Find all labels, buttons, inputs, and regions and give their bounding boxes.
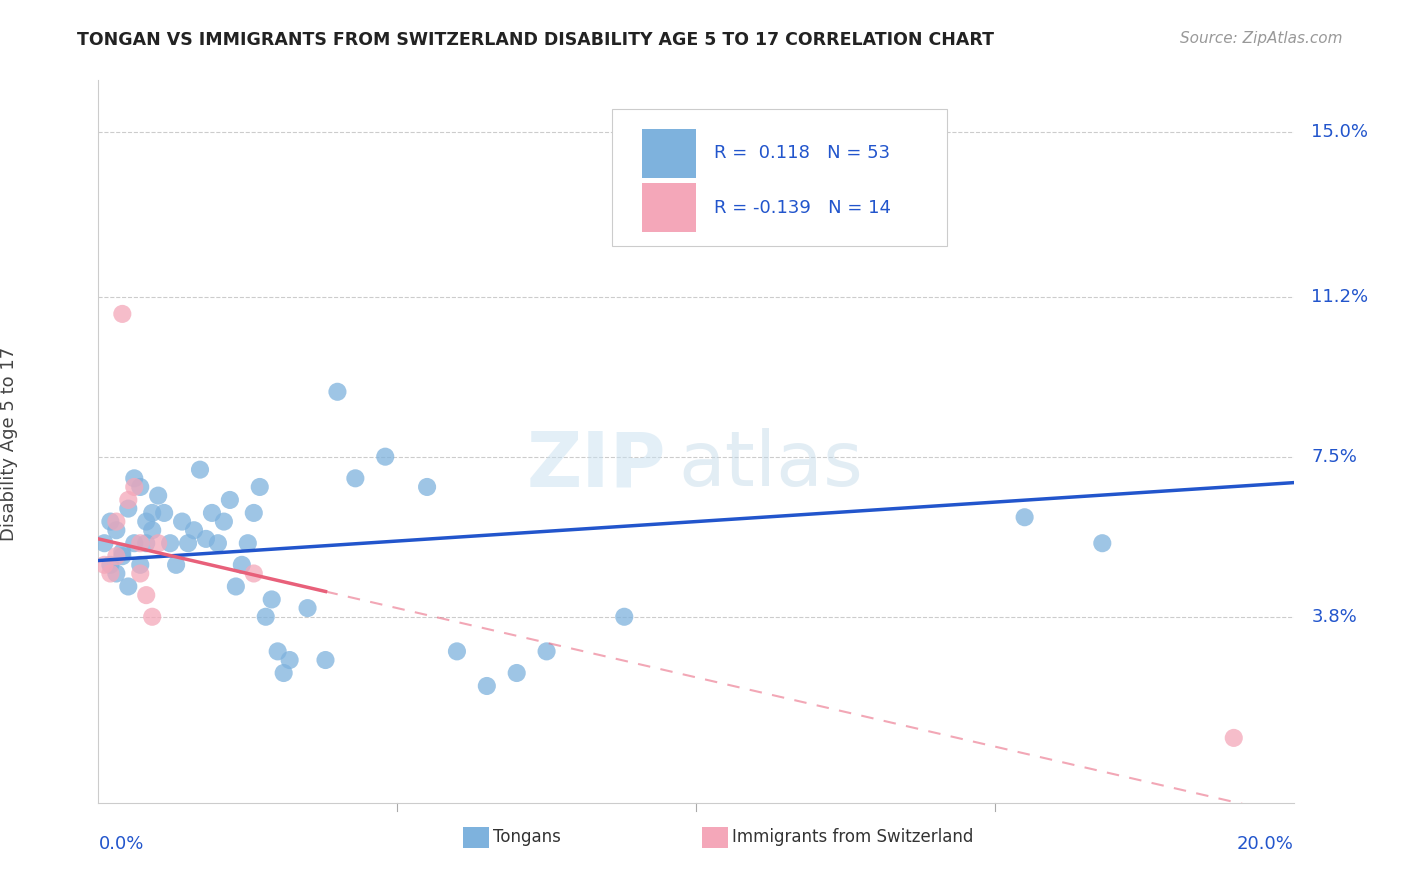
Point [98,558,122,572]
Point [148,489,170,503]
Text: 15.0%: 15.0% [1312,123,1368,141]
Point [243,506,266,520]
Point [93,536,115,550]
Point [141,523,163,537]
Point [159,536,181,550]
Point [416,480,439,494]
Point [177,536,200,550]
Text: R =  0.118   N = 53: R = 0.118 N = 53 [714,145,890,162]
Point [267,644,290,658]
FancyBboxPatch shape [702,828,728,847]
Point [231,558,253,572]
Point [98,515,122,529]
Point [297,601,319,615]
Point [124,480,146,494]
Text: TONGAN VS IMMIGRANTS FROM SWITZERLAND DISABILITY AGE 5 TO 17 CORRELATION CHART: TONGAN VS IMMIGRANTS FROM SWITZERLAND DI… [77,31,994,49]
Point [225,579,247,593]
Text: 11.2%: 11.2% [1312,287,1368,306]
Point [129,566,152,581]
Point [243,566,266,581]
Point [124,471,146,485]
Point [153,506,176,520]
Point [254,609,277,624]
Point [219,492,242,507]
Point [613,609,636,624]
Point [326,384,349,399]
Point [129,536,152,550]
FancyBboxPatch shape [463,828,489,847]
FancyBboxPatch shape [643,129,696,178]
Text: Immigrants from Switzerland: Immigrants from Switzerland [733,829,973,847]
Point [129,480,152,494]
Point [148,536,170,550]
FancyBboxPatch shape [643,183,696,232]
Point [135,588,157,602]
Point [135,515,157,529]
Point [135,536,157,550]
Point [506,665,529,680]
Text: 7.5%: 7.5% [1312,448,1357,466]
Point [165,558,187,572]
Point [98,566,122,581]
Point [124,536,146,550]
Point [278,653,301,667]
Point [129,558,152,572]
Point [105,515,128,529]
Point [172,515,194,529]
Point [188,463,211,477]
Point [315,653,337,667]
Point [117,492,139,507]
Point [207,536,229,550]
Point [1091,536,1114,550]
Point [105,549,128,564]
Point [141,506,163,520]
Point [93,558,115,572]
Text: Tongans: Tongans [494,829,561,847]
Point [1223,731,1246,745]
Point [536,644,558,658]
Point [236,536,259,550]
Point [117,501,139,516]
Point [111,545,134,559]
Text: 20.0%: 20.0% [1237,835,1294,854]
Text: 0.0%: 0.0% [98,835,143,854]
FancyBboxPatch shape [613,109,948,246]
Text: Disability Age 5 to 17: Disability Age 5 to 17 [0,347,18,541]
Point [249,480,271,494]
Point [105,566,128,581]
Point [260,592,283,607]
Point [111,307,134,321]
Text: atlas: atlas [678,428,863,502]
Text: 3.8%: 3.8% [1312,607,1357,626]
Point [374,450,396,464]
Point [183,523,205,537]
Text: R = -0.139   N = 14: R = -0.139 N = 14 [714,199,891,217]
Point [1014,510,1036,524]
Point [201,506,224,520]
Point [212,515,235,529]
Point [273,665,295,680]
Point [344,471,367,485]
Point [446,644,468,658]
Point [117,579,139,593]
Text: Source: ZipAtlas.com: Source: ZipAtlas.com [1180,31,1343,46]
Point [475,679,498,693]
Point [141,609,163,624]
Text: ZIP: ZIP [527,428,666,502]
Point [111,549,134,564]
Point [105,523,128,537]
Point [195,532,218,546]
